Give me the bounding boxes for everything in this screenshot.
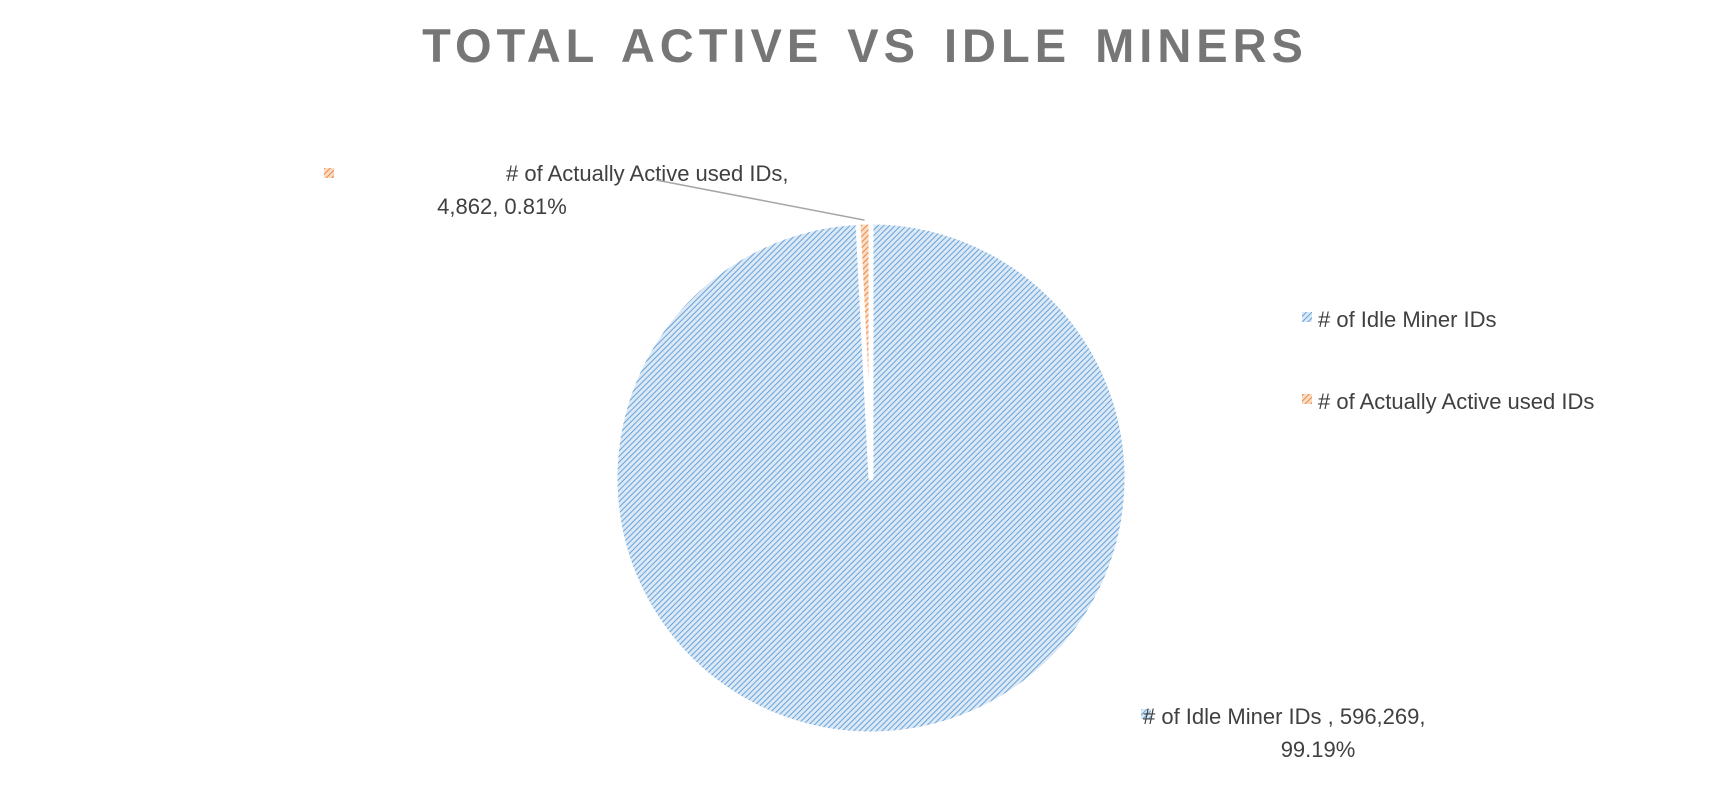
- chart-title: TOTAL ACTIVE VS IDLE MINERS: [422, 19, 1308, 72]
- data-label-value-active-used-ids: 4,862, 0.81%: [437, 194, 567, 219]
- pie-slice-active-used-ids: [855, 219, 874, 481]
- data-label-marker-idle-miner-ids: [1141, 709, 1151, 719]
- legend-marker-active-used-ids: [1302, 394, 1312, 404]
- data-label-marker-active-used-ids: [324, 168, 334, 178]
- legend-marker-idle-miner-ids: [1302, 312, 1312, 322]
- data-label-idle-miner-ids: # of Idle Miner IDs , 596,269,: [1143, 704, 1426, 729]
- leader-line-active-used-ids: [655, 179, 865, 221]
- legend-label-active-used-ids: # of Actually Active used IDs: [1318, 389, 1594, 414]
- data-label-value-idle-miner-ids: 99.19%: [1281, 737, 1356, 762]
- legend-label-idle-miner-ids: # of Idle Miner IDs: [1318, 307, 1497, 332]
- data-label-active-used-ids: # of Actually Active used IDs,: [506, 161, 788, 186]
